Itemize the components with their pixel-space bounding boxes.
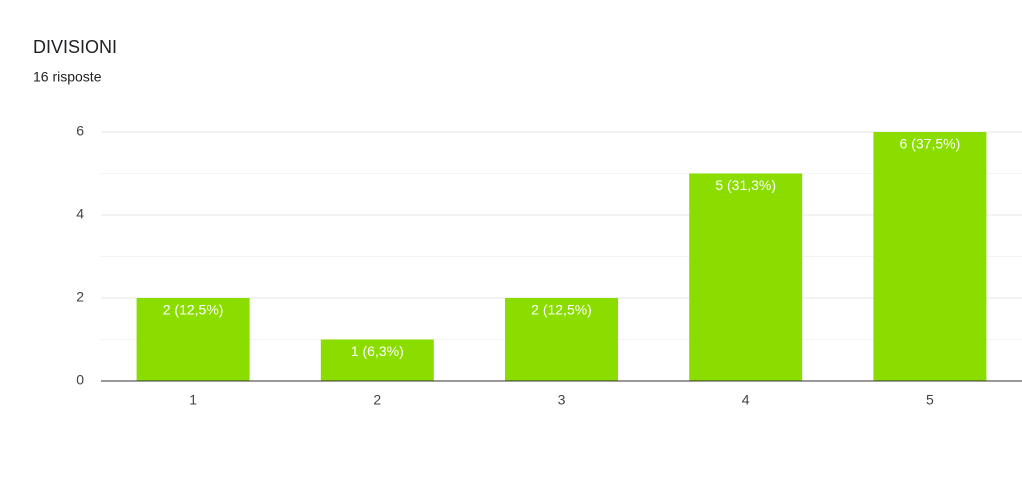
x-tick-label: 4 [742,392,750,408]
value-label: 1 (6,3%) [351,343,404,359]
x-tick-label: 2 [373,392,381,408]
bar [505,298,618,381]
y-tick-label: 0 [76,372,84,388]
x-tick-label: 3 [558,392,566,408]
x-tick-label: 1 [189,392,197,408]
bar [873,132,987,381]
value-label: 6 (37,5%) [900,136,961,152]
value-label: 5 (31,3%) [715,177,776,193]
x-tick-label: 5 [926,392,934,408]
y-tick-label: 6 [76,123,84,139]
chart-subtitle: 16 risposte [33,69,102,85]
y-tick-label: 4 [76,206,84,222]
y-tick-label: 2 [76,289,84,305]
bar [320,339,434,381]
bar [136,298,250,381]
value-label: 2 (12,5%) [531,302,592,318]
value-label: 2 (12,5%) [163,302,224,318]
chart-title: DIVISIONI [33,37,117,57]
bar [689,173,803,381]
